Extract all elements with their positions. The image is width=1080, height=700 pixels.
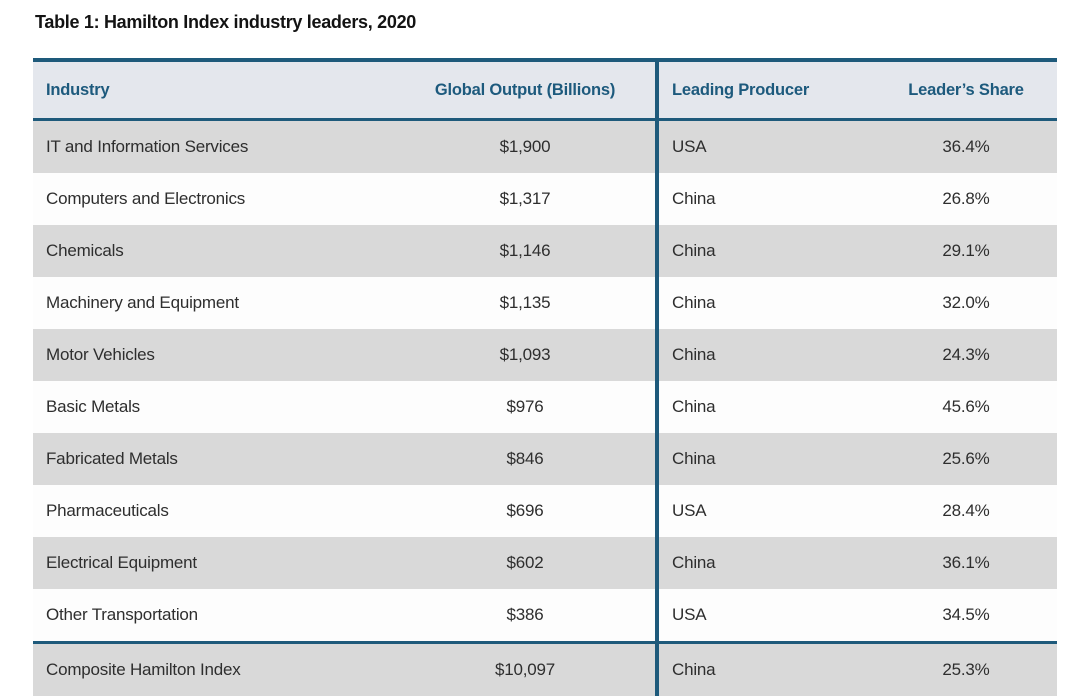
table-row: Other Transportation $386 USA 34.5% [33,589,1057,641]
industry-cell: Electrical Equipment [46,553,197,572]
producer-cell: China [672,293,716,312]
column-divider [655,485,659,537]
share-cell: 36.4% [942,137,990,156]
column-divider [655,173,659,225]
producer-cell: China [672,553,716,572]
column-divider [655,537,659,589]
table-row: Basic Metals $976 China 45.6% [33,381,1057,433]
share-cell: 24.3% [942,345,990,364]
producer-cell: USA [672,501,707,520]
industry-cell: Other Transportation [46,605,198,624]
share-cell: 28.4% [942,501,990,520]
output-cell: $976 [506,397,544,416]
table-row: Electrical Equipment $602 China 36.1% [33,537,1057,589]
industry-cell: Motor Vehicles [46,345,155,364]
producer-cell: China [672,660,716,679]
industry-cell: Composite Hamilton Index [46,660,241,679]
column-divider [655,589,659,641]
table-row: Computers and Electronics $1,317 China 2… [33,173,1057,225]
share-cell: 25.6% [942,449,990,468]
output-cell: $696 [506,501,544,520]
table-header-row: Industry Global Output (Billions) Leadin… [33,62,1057,121]
output-cell: $1,146 [499,241,551,260]
industry-cell: Machinery and Equipment [46,293,239,312]
column-header-industry: Industry [46,80,110,99]
share-cell: 26.8% [942,189,990,208]
share-cell: 34.5% [942,605,990,624]
industry-cell: IT and Information Services [46,137,249,156]
industry-cell: Pharmaceuticals [46,501,169,520]
industry-cell: Fabricated Metals [46,449,178,468]
table-row: Chemicals $1,146 China 29.1% [33,225,1057,277]
industry-cell: Computers and Electronics [46,189,246,208]
output-cell: $1,093 [499,345,551,364]
column-divider [655,62,659,118]
share-cell: 32.0% [942,293,990,312]
producer-cell: China [672,449,716,468]
column-divider [655,433,659,485]
output-cell: $1,900 [499,137,551,156]
hamilton-index-table: Industry Global Output (Billions) Leadin… [33,58,1057,696]
column-divider [655,329,659,381]
output-cell: $1,135 [499,293,551,312]
column-divider [655,121,659,173]
producer-cell: China [672,241,716,260]
column-divider [655,225,659,277]
output-cell: $1,317 [499,189,551,208]
column-header-leading-producer: Leading Producer [672,80,810,99]
output-cell: $602 [506,553,544,572]
column-header-global-output: Global Output (Billions) [434,80,616,99]
share-cell: 25.3% [942,660,990,679]
column-header-leaders-share: Leader’s Share [908,80,1024,99]
table-row: Fabricated Metals $846 China 25.6% [33,433,1057,485]
industry-cell: Chemicals [46,241,124,260]
column-divider [655,277,659,329]
output-cell: $10,097 [494,660,556,679]
producer-cell: China [672,345,716,364]
producer-cell: USA [672,137,707,156]
industry-cell: Basic Metals [46,397,140,416]
table-row: Pharmaceuticals $696 USA 28.4% [33,485,1057,537]
producer-cell: USA [672,605,707,624]
table-row: IT and Information Services $1,900 USA 3… [33,121,1057,173]
table-row: Machinery and Equipment $1,135 China 32.… [33,277,1057,329]
producer-cell: China [672,189,716,208]
share-cell: 45.6% [942,397,990,416]
composite-row-separator [33,641,1057,644]
share-cell: 29.1% [942,241,990,260]
output-cell: $846 [506,449,544,468]
producer-cell: China [672,397,716,416]
composite-row: Composite Hamilton Index $10,097 China 2… [33,644,1057,696]
table-title: Table 1: Hamilton Index industry leaders… [35,12,416,32]
table-row: Motor Vehicles $1,093 China 24.3% [33,329,1057,381]
column-divider [655,381,659,433]
share-cell: 36.1% [942,553,990,572]
output-cell: $386 [506,605,544,624]
column-divider [655,644,659,696]
